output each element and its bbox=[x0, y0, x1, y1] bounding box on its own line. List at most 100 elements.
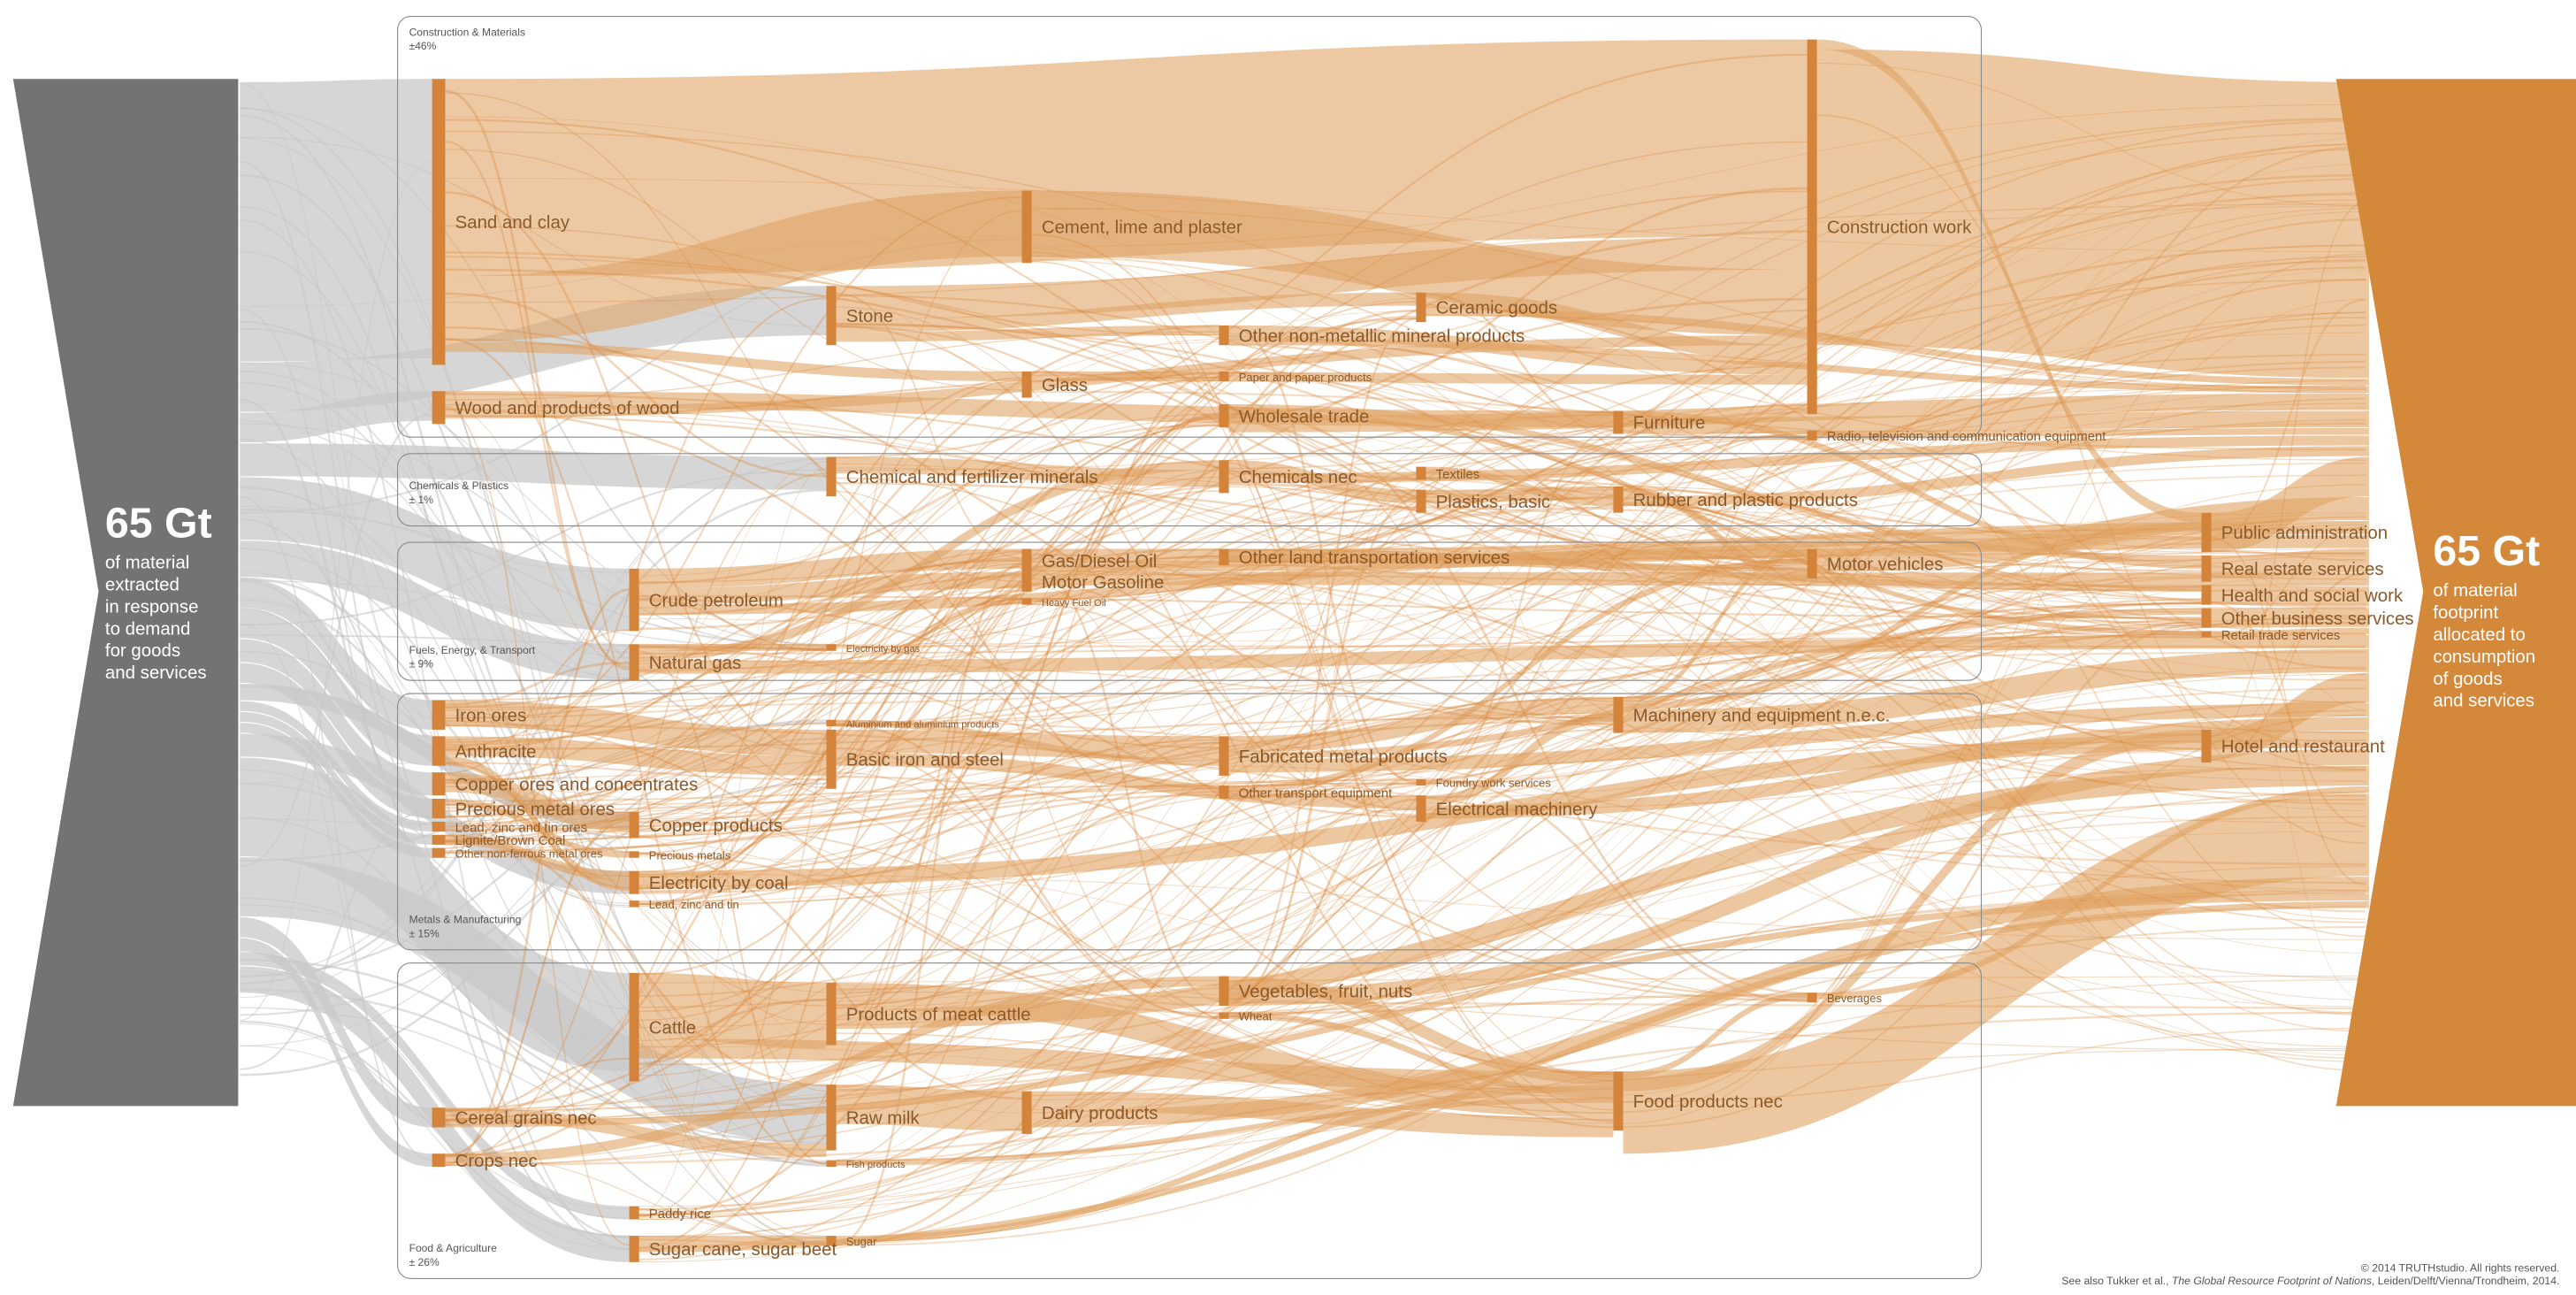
footprint-line: of material bbox=[2433, 581, 2517, 601]
flow-line bbox=[445, 782, 1417, 853]
flow-band bbox=[1228, 608, 2202, 760]
flow-line bbox=[1623, 503, 2366, 1016]
node-bar bbox=[629, 644, 639, 681]
flow-band bbox=[240, 938, 432, 1168]
flow-line bbox=[445, 724, 2366, 866]
node-bar bbox=[826, 719, 837, 727]
flow-band bbox=[1228, 520, 2369, 563]
node-bar bbox=[432, 391, 446, 425]
flow-line bbox=[638, 552, 2366, 1008]
flow-line bbox=[638, 669, 827, 789]
flow-band bbox=[1228, 703, 2369, 773]
flow-line bbox=[1623, 697, 2366, 1014]
flow-line bbox=[836, 299, 1022, 373]
node-label: Cereal grains nec bbox=[455, 1109, 597, 1129]
node-label: Basic iron and steel bbox=[846, 751, 1004, 770]
flow-line bbox=[445, 559, 1022, 709]
flow-line bbox=[445, 892, 2366, 1112]
node-bar bbox=[1021, 371, 1032, 398]
node-label: Glass bbox=[1042, 376, 1088, 395]
flow-line bbox=[1228, 433, 1808, 800]
flow-line bbox=[445, 708, 827, 1025]
flow-line bbox=[836, 322, 2202, 639]
flow-band bbox=[1228, 393, 2369, 433]
flow-band bbox=[240, 639, 432, 796]
node-label: Public administration bbox=[2221, 524, 2388, 543]
node-label: Cement, lime and plaster bbox=[1042, 218, 1242, 238]
flow-line bbox=[445, 557, 1022, 752]
flow-band bbox=[445, 341, 1022, 382]
flow-band bbox=[2211, 627, 2369, 638]
flow-line bbox=[445, 141, 630, 668]
flow-line bbox=[445, 92, 1022, 582]
flow-line bbox=[638, 739, 1219, 902]
flow-line bbox=[1623, 1027, 2366, 1103]
flow-line bbox=[1426, 311, 2366, 785]
node-label: Hotel and restaurant bbox=[2221, 738, 2385, 757]
flow-line bbox=[1228, 423, 2366, 1056]
flow-line bbox=[1228, 1000, 2366, 1010]
flow-line bbox=[1031, 248, 1614, 727]
flow-line bbox=[445, 716, 1614, 751]
flow-line bbox=[445, 678, 630, 846]
node-bar bbox=[432, 834, 446, 845]
flow-line bbox=[638, 798, 2366, 1066]
flow-band bbox=[445, 736, 827, 776]
flow-line bbox=[1426, 505, 1614, 729]
node-bar bbox=[2201, 631, 2212, 638]
reference-prefix: See also Tukker et al., bbox=[2061, 1275, 2172, 1287]
group-name: Chemicals & Plastics bbox=[409, 479, 509, 492]
node-label: Products of meat cattle bbox=[846, 1006, 1031, 1025]
flow-line bbox=[638, 468, 827, 1214]
flow-line bbox=[2211, 526, 2366, 638]
flow-line bbox=[445, 816, 630, 1157]
flow-line bbox=[1228, 416, 2366, 609]
node-bar bbox=[1416, 489, 1426, 513]
flow-line bbox=[445, 621, 2366, 813]
footprint-block bbox=[2335, 79, 2576, 1107]
flow-line bbox=[445, 177, 2366, 252]
flow-line bbox=[638, 256, 2366, 1216]
flow-line bbox=[240, 782, 827, 1016]
node-bar bbox=[2201, 729, 2212, 763]
flow-line bbox=[638, 379, 1022, 820]
flow-band bbox=[240, 79, 432, 362]
node-label: Heavy Fuel Oil bbox=[1042, 598, 1106, 609]
node-bar bbox=[1613, 696, 1624, 733]
node-label: Machinery and equipment n.e.c. bbox=[1633, 706, 1891, 725]
flow-line bbox=[445, 577, 1022, 716]
flow-line bbox=[1031, 173, 2366, 587]
node-label: Paper and paper products bbox=[1239, 371, 1372, 384]
flow-line bbox=[445, 377, 1022, 1157]
flow-band bbox=[638, 972, 827, 1049]
flow-line bbox=[638, 563, 1022, 832]
footprint-line: footprint bbox=[2433, 603, 2498, 623]
node-label: Motor Gasoline bbox=[1042, 573, 1164, 593]
flow-line bbox=[836, 728, 1614, 1110]
flow-line bbox=[445, 723, 827, 784]
flow-line bbox=[638, 873, 2366, 940]
flow-line bbox=[1228, 472, 2366, 580]
flow-band bbox=[240, 711, 432, 845]
node-label: Real estate services bbox=[2221, 560, 2384, 579]
flow-band bbox=[1228, 558, 1808, 793]
extraction-block bbox=[12, 79, 239, 1107]
node-label: Furniture bbox=[1633, 414, 1706, 433]
flow-line bbox=[1228, 318, 1417, 987]
flow-line bbox=[445, 724, 1614, 1099]
flow-band bbox=[240, 917, 432, 1128]
flow-line bbox=[1426, 314, 2366, 390]
flow-line bbox=[445, 840, 630, 877]
node-bar bbox=[2201, 555, 2212, 582]
node-label: Fish products bbox=[846, 1160, 906, 1170]
flow-line bbox=[445, 785, 1614, 1124]
node-bar bbox=[826, 1084, 837, 1151]
node-label: Copper ores and concentrates bbox=[455, 775, 699, 794]
flow-band bbox=[240, 663, 432, 819]
node-bar bbox=[826, 729, 837, 789]
flow-line bbox=[445, 623, 2202, 1111]
node-bar bbox=[1416, 778, 1426, 786]
node-label: Sugar cane, sugar beet bbox=[649, 1240, 837, 1260]
node-bars bbox=[432, 39, 2212, 1262]
